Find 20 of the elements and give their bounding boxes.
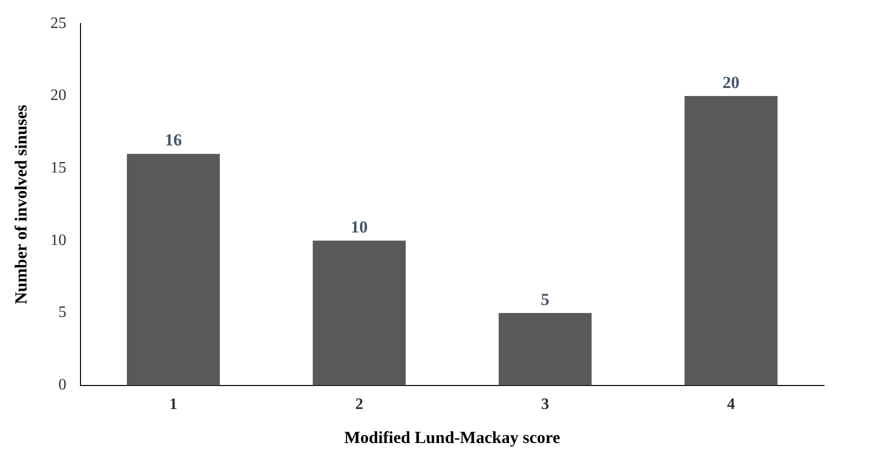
x-tick-label: 3 [541, 396, 550, 414]
data-label: 16 [164, 130, 182, 150]
x-tick-label: 4 [727, 396, 736, 414]
x-axis-title: Modified Lund-Mackay score [344, 428, 561, 448]
data-label: 10 [350, 218, 368, 237]
y-tick-label: 5 [58, 304, 66, 322]
bar [126, 154, 220, 386]
y-tick-label: 25 [50, 14, 66, 32]
bar [684, 96, 778, 386]
bar [312, 240, 406, 386]
y-tick-label: 15 [50, 160, 66, 177]
data-label: 5 [540, 290, 550, 309]
y-tick-label: 10 [50, 232, 66, 249]
data-label: 20 [722, 72, 740, 92]
y-tick-label: 0 [58, 376, 66, 394]
x-tick-label: 2 [355, 396, 364, 414]
y-axis-title: Number of involved sinuses [12, 104, 31, 304]
bar [498, 313, 592, 386]
y-tick-label: 20 [50, 87, 66, 104]
x-tick-label: 1 [169, 396, 178, 414]
